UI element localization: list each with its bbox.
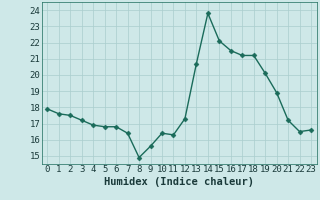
X-axis label: Humidex (Indice chaleur): Humidex (Indice chaleur) — [104, 177, 254, 187]
